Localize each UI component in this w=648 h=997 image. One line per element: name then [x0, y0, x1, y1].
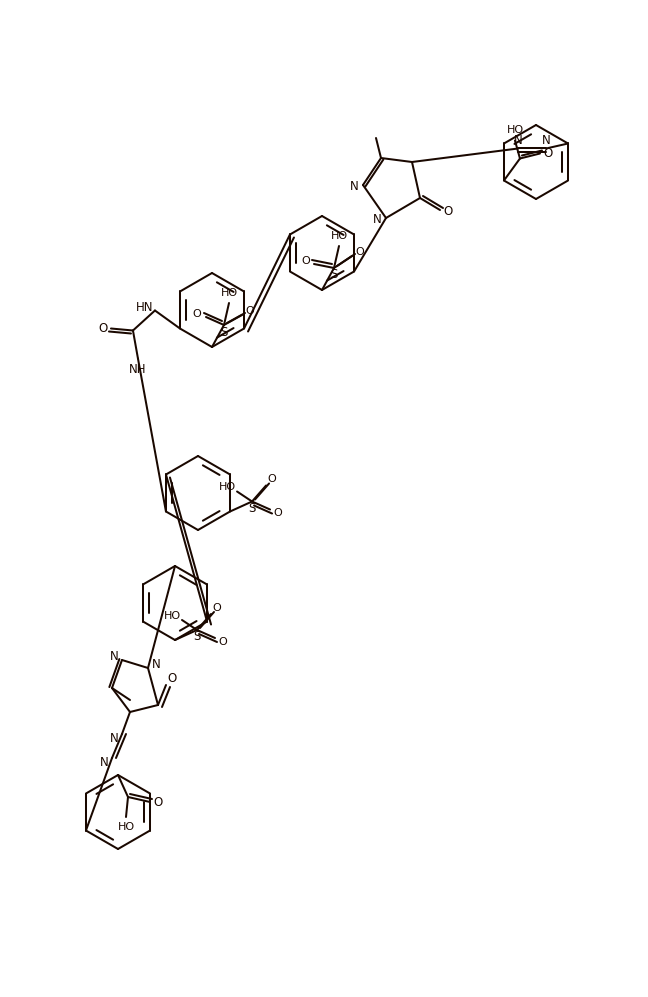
- Text: HO: HO: [220, 288, 238, 298]
- Text: N: N: [152, 657, 160, 671]
- Text: HO: HO: [117, 822, 135, 832]
- Text: N: N: [100, 756, 108, 769]
- Text: HO: HO: [163, 611, 181, 621]
- Text: O: O: [213, 603, 222, 613]
- Text: O: O: [543, 147, 553, 160]
- Text: O: O: [273, 508, 283, 518]
- Text: O: O: [192, 309, 202, 319]
- Text: N: N: [373, 213, 382, 226]
- Text: S: S: [248, 502, 256, 515]
- Text: O: O: [268, 475, 277, 485]
- Text: HO: HO: [218, 483, 236, 493]
- Text: N: N: [514, 134, 522, 147]
- Text: O: O: [443, 205, 452, 218]
- Text: O: O: [218, 637, 227, 647]
- Text: S: S: [330, 268, 338, 281]
- Text: O: O: [98, 322, 108, 335]
- Text: S: S: [193, 630, 201, 643]
- Text: HO: HO: [330, 231, 347, 241]
- Text: O: O: [167, 673, 177, 686]
- Text: N: N: [110, 650, 119, 663]
- Text: HN: HN: [136, 301, 154, 314]
- Text: O: O: [246, 306, 255, 316]
- Text: N: N: [350, 180, 358, 193]
- Text: N: N: [542, 134, 550, 147]
- Text: O: O: [301, 256, 310, 266]
- Text: O: O: [154, 796, 163, 809]
- Text: O: O: [356, 247, 364, 257]
- Text: NH: NH: [129, 363, 146, 376]
- Text: S: S: [220, 325, 227, 339]
- Text: HO: HO: [506, 126, 524, 136]
- Text: N: N: [110, 732, 119, 745]
